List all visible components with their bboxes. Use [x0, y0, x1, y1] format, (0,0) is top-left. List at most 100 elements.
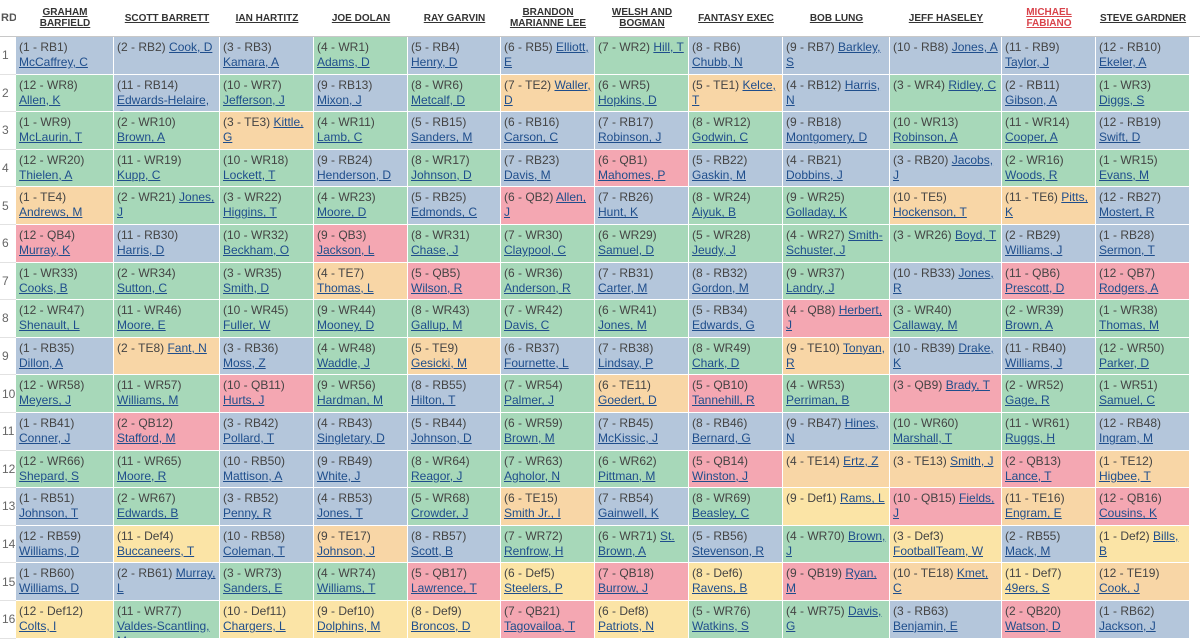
player-link[interactable]: Johnson, J — [317, 543, 376, 558]
player-link[interactable]: Cooper, A — [1005, 130, 1058, 145]
player-link[interactable]: Hilton, T — [411, 393, 456, 408]
player-link[interactable]: Herbert, J — [786, 303, 883, 333]
player-link[interactable]: Broncos, D — [411, 618, 471, 633]
team-header[interactable]: JOE DOLAN — [331, 12, 391, 24]
player-link[interactable]: Smith, J — [950, 453, 994, 468]
player-link[interactable]: Samuel, D — [598, 242, 655, 257]
player-link[interactable]: Hill, T — [653, 40, 684, 54]
player-link[interactable]: Mooney, D — [317, 318, 375, 333]
player-link[interactable]: Jackson, J — [1099, 618, 1156, 633]
player-link[interactable]: Lamb, C — [317, 130, 363, 145]
player-link[interactable]: Swift, D — [1099, 130, 1141, 145]
player-link[interactable]: Rodgers, A — [1099, 280, 1159, 295]
player-link[interactable]: Scott, B — [411, 543, 454, 558]
player-link[interactable]: Andrews, M — [19, 205, 83, 220]
team-header[interactable]: GRAHAM BARFIELD — [39, 7, 91, 29]
player-link[interactable]: Lindsay, P — [598, 355, 654, 370]
player-link[interactable]: Allen, J — [504, 190, 587, 220]
player-link[interactable]: Sutton, C — [117, 280, 168, 295]
player-link[interactable]: Edwards, B — [117, 506, 179, 521]
player-link[interactable]: St. Brown, A — [598, 528, 675, 558]
player-link[interactable]: Fant, N — [167, 340, 207, 355]
player-link[interactable]: Burrow, J — [598, 581, 649, 596]
player-link[interactable]: Diggs, S — [1099, 92, 1145, 107]
player-link[interactable]: Ertz, Z — [843, 453, 879, 468]
team-header[interactable]: MICHAEL FABIANO — [1026, 7, 1072, 29]
player-link[interactable]: Elliott, E — [504, 40, 589, 69]
player-link[interactable]: Jeudy, J — [692, 242, 736, 257]
player-link[interactable]: Perriman, B — [786, 393, 850, 408]
player-link[interactable]: Ekeler, A — [1099, 55, 1147, 69]
player-link[interactable]: Smith-Schuster, J — [786, 227, 883, 257]
player-link[interactable]: Moore, D — [317, 205, 367, 220]
player-link[interactable]: Jones, A — [951, 40, 998, 54]
player-link[interactable]: Drake, K — [893, 340, 994, 370]
player-link[interactable]: Moore, R — [117, 468, 167, 483]
player-link[interactable]: Samuel, C — [1099, 393, 1156, 408]
player-link[interactable]: Reagor, J — [411, 468, 463, 483]
player-link[interactable]: Hopkins, D — [598, 92, 657, 107]
player-link[interactable]: Fields, J — [893, 491, 995, 521]
player-link[interactable]: Chargers, L — [223, 618, 286, 633]
player-link[interactable]: Hurts, J — [223, 393, 265, 408]
team-header[interactable]: JEFF HASELEY — [908, 12, 984, 24]
player-link[interactable]: McKissic, J — [598, 430, 658, 445]
player-link[interactable]: Robinson, A — [893, 130, 958, 145]
player-link[interactable]: Tonyan, R — [786, 340, 885, 370]
player-link[interactable]: Edwards-Helaire, C — [117, 92, 210, 112]
player-link[interactable]: Godwin, C — [692, 130, 749, 145]
player-link[interactable]: Pitts, K — [1005, 190, 1088, 220]
player-link[interactable]: Gaskin, M — [692, 167, 747, 182]
player-link[interactable]: Watson, D — [1005, 618, 1061, 633]
player-link[interactable]: Higgins, T — [223, 205, 277, 220]
player-link[interactable]: Stafford, M — [117, 430, 176, 445]
player-link[interactable]: Jones, R — [893, 265, 994, 295]
player-link[interactable]: Murray, L — [117, 566, 216, 596]
player-link[interactable]: Cousins, K — [1099, 506, 1158, 521]
player-link[interactable]: Moss, Z — [223, 355, 266, 370]
player-link[interactable]: Ingram, M — [1099, 430, 1154, 445]
player-link[interactable]: Ryan, M — [786, 566, 877, 596]
player-link[interactable]: Kupp, C — [117, 167, 161, 182]
player-link[interactable]: Henderson, D — [317, 167, 392, 182]
player-link[interactable]: Williams, T — [317, 581, 376, 596]
player-link[interactable]: Thomas, M — [1099, 318, 1160, 333]
player-link[interactable]: Ravens, B — [692, 581, 748, 596]
player-link[interactable]: Wilson, R — [411, 280, 463, 295]
player-link[interactable]: Gesicki, M — [411, 355, 468, 370]
player-link[interactable]: Davis, G — [786, 603, 882, 633]
player-link[interactable]: Dobbins, J — [786, 167, 843, 182]
player-link[interactable]: Waller, D — [504, 77, 591, 107]
player-link[interactable]: Fournette, L — [504, 355, 569, 370]
team-header[interactable]: IAN HARTITZ — [235, 12, 299, 24]
player-link[interactable]: Callaway, M — [893, 318, 958, 333]
player-link[interactable]: Lawrence, T — [411, 581, 477, 596]
player-link[interactable]: Williams, D — [19, 581, 79, 596]
player-link[interactable]: Ruggs, H — [1005, 430, 1056, 445]
player-link[interactable]: Smith, D — [223, 280, 270, 295]
player-link[interactable]: Bernard, G — [692, 430, 751, 445]
player-link[interactable]: Steelers, P — [504, 581, 563, 596]
player-link[interactable]: Tannehill, R — [692, 393, 755, 408]
player-link[interactable]: Prescott, D — [1005, 280, 1065, 295]
player-link[interactable]: Penny, R — [223, 506, 272, 521]
team-header[interactable]: WELSH AND BOGMAN — [611, 7, 673, 29]
player-link[interactable]: Mattison, A — [223, 468, 283, 483]
player-link[interactable]: McCaffrey, C — [19, 55, 88, 69]
player-link[interactable]: Taylor, J — [1005, 55, 1050, 69]
player-link[interactable]: Gallup, M — [411, 318, 463, 333]
player-link[interactable]: Beasley, C — [692, 506, 750, 521]
player-link[interactable]: White, J — [317, 468, 361, 483]
player-link[interactable]: Kelce, T — [692, 77, 776, 107]
player-link[interactable]: Mixon, J — [317, 92, 362, 107]
player-link[interactable]: Crowder, J — [411, 506, 469, 521]
player-link[interactable]: Coleman, T — [223, 543, 285, 558]
player-link[interactable]: Colts, I — [19, 618, 57, 633]
team-header[interactable]: BOB LUNG — [809, 12, 864, 24]
player-link[interactable]: Davis, C — [504, 318, 550, 333]
player-link[interactable]: Woods, R — [1005, 167, 1058, 182]
player-link[interactable]: Sanders, E — [223, 581, 283, 596]
player-link[interactable]: Evans, M — [1099, 167, 1150, 182]
player-link[interactable]: Brown, M — [504, 430, 555, 445]
player-link[interactable]: Dillon, A — [19, 355, 64, 370]
